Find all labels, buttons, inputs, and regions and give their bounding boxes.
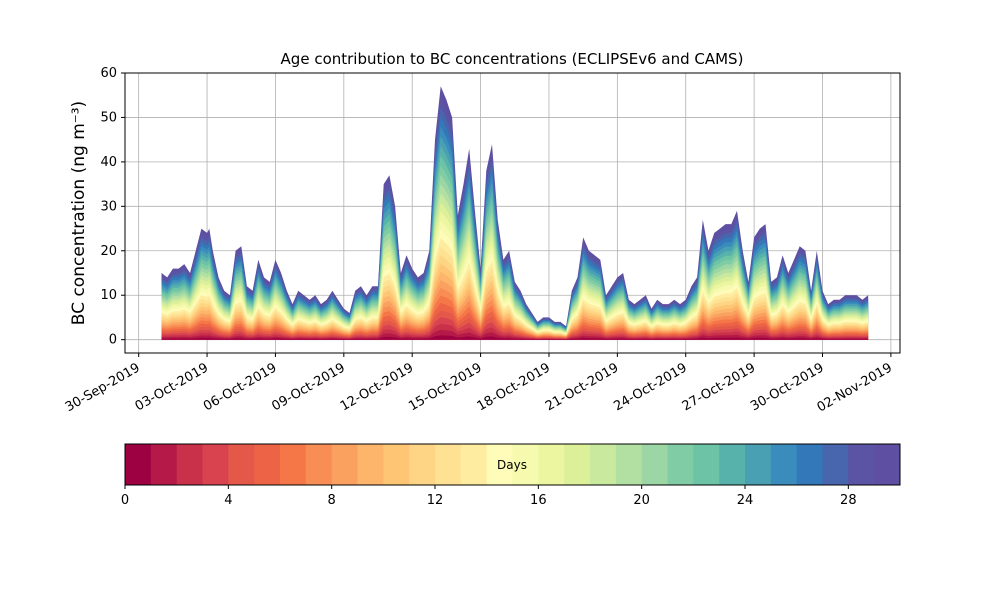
- colorbar-segment: [822, 444, 849, 485]
- x-tick-label: 18-Oct-2019: [475, 360, 553, 414]
- colorbar-segment: [486, 444, 513, 485]
- y-tick-label: 30: [100, 199, 117, 214]
- colorbar-tick-label: 16: [530, 493, 547, 508]
- colorbar-segment: [693, 444, 720, 485]
- x-tick-label: 15-Oct-2019: [406, 360, 484, 414]
- age-layer: [161, 335, 869, 340]
- colorbar-segment: [228, 444, 255, 485]
- colorbar-axis: 0 4 8 12 16 20 24 28: [121, 485, 857, 508]
- colorbar-tick-label: 12: [427, 493, 444, 508]
- colorbar-segment: [280, 444, 307, 485]
- colorbar-segment: [667, 444, 694, 485]
- colorbar-segment: [383, 444, 410, 485]
- colorbar-segment: [331, 444, 358, 485]
- y-tick-label: 0: [109, 333, 117, 348]
- colorbar-segment: [770, 444, 798, 485]
- x-tick-label: 12-Oct-2019: [338, 360, 416, 414]
- stacked-areas: [161, 86, 869, 340]
- grid: [125, 72, 900, 353]
- x-axis: 30-Sep-201903-Oct-201906-Oct-201909-Oct-…: [63, 353, 895, 415]
- plot-frame: [124, 72, 901, 354]
- colorbar: [124, 443, 901, 486]
- x-tick-label: 02-Nov-2019: [815, 360, 895, 415]
- y-tick-label: 20: [100, 244, 117, 259]
- colorbar-segment: [357, 444, 384, 485]
- colorbar-segment: [254, 444, 281, 485]
- y-tick-label: 60: [100, 66, 117, 81]
- x-tick-label: 06-Oct-2019: [201, 360, 279, 414]
- colorbar-segment: [512, 444, 539, 485]
- colorbar-tick-label: 8: [328, 493, 336, 508]
- colorbar-segment: [590, 444, 617, 485]
- colorbar-tick-label: 0: [121, 493, 129, 508]
- chart-title: Age contribution to BC concentrations (E…: [281, 50, 744, 68]
- colorbar-segment: [719, 444, 746, 485]
- colorbar-segment: [460, 444, 488, 485]
- y-tick-label: 50: [100, 110, 117, 125]
- colorbar-segment: [125, 444, 152, 485]
- colorbar-segment: [305, 444, 333, 485]
- colorbar-segment: [615, 444, 643, 485]
- colorbar-segment: [202, 444, 229, 485]
- colorbar-label: Days: [497, 458, 527, 472]
- x-tick-label: 24-Oct-2019: [611, 360, 689, 414]
- y-tick-label: 40: [100, 155, 117, 170]
- colorbar-segment: [796, 444, 823, 485]
- x-tick-label: 30-Oct-2019: [748, 360, 826, 414]
- x-tick-label: 27-Oct-2019: [680, 360, 758, 414]
- x-tick-label: 21-Oct-2019: [543, 360, 621, 414]
- colorbar-segment: [641, 444, 668, 485]
- colorbar-frame: [124, 443, 901, 486]
- x-tick-label: 30-Sep-2019: [63, 360, 143, 415]
- x-tick-label: 09-Oct-2019: [269, 360, 347, 414]
- colorbar-segment: [176, 444, 203, 485]
- colorbar-segment: [538, 444, 565, 485]
- colorbar-segment: [409, 444, 436, 485]
- colorbar-tick-label: 20: [633, 493, 650, 508]
- y-axis: 0 10 20 30 40 50 60: [100, 66, 125, 348]
- y-tick-label: 10: [100, 288, 117, 303]
- x-tick-label: 03-Oct-2019: [133, 360, 211, 414]
- colorbar-segment: [874, 444, 901, 485]
- colorbar-segment: [150, 444, 178, 485]
- colorbar-segment: [435, 444, 462, 485]
- colorbar-segment: [745, 444, 772, 485]
- colorbar-tick-label: 4: [224, 493, 232, 508]
- colorbar-tick-label: 24: [737, 493, 754, 508]
- colorbar-tick-label: 28: [840, 493, 857, 508]
- y-axis-label: BC concentration (ng m⁻³): [69, 101, 89, 325]
- colorbar-segment: [848, 444, 875, 485]
- colorbar-segment: [564, 444, 591, 485]
